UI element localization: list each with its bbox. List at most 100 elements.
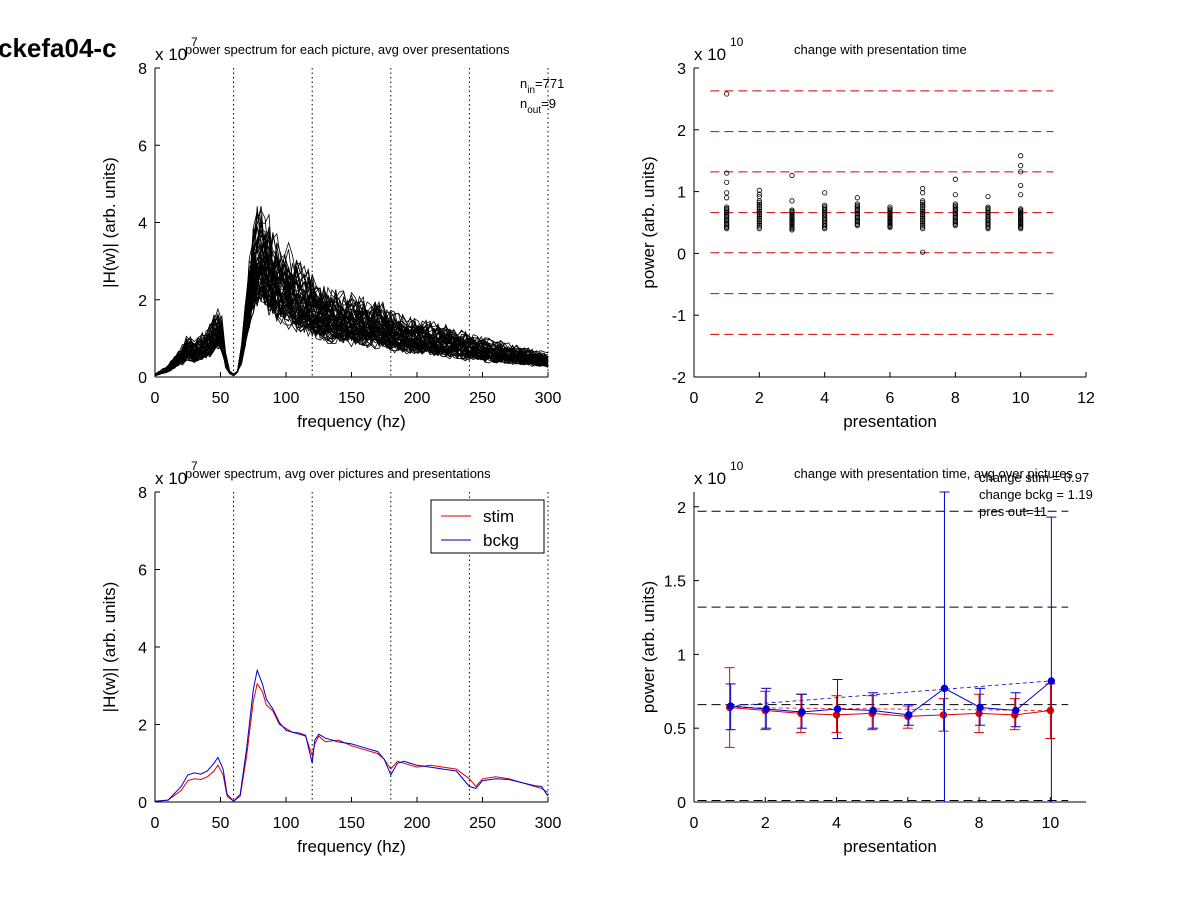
data-point bbox=[756, 213, 762, 220]
y-axis-label: |H(w)| (arb. units) bbox=[100, 582, 119, 713]
y-axis-label: power (arb. units) bbox=[639, 581, 658, 713]
data-point bbox=[887, 206, 893, 212]
data-point bbox=[920, 200, 926, 206]
x-tick-label: 0 bbox=[151, 390, 160, 407]
data-point bbox=[756, 206, 762, 213]
outlier-point bbox=[1018, 182, 1024, 189]
spectrum-line bbox=[154, 285, 549, 377]
y-tick-label: 1 bbox=[677, 647, 686, 664]
data-point bbox=[920, 222, 926, 228]
x-tick-label: 150 bbox=[338, 815, 365, 832]
outlier-point bbox=[887, 204, 893, 210]
data-point bbox=[920, 201, 926, 207]
data-point-bckg bbox=[798, 708, 806, 716]
outlier-point bbox=[952, 176, 958, 182]
spectrum-line bbox=[154, 205, 549, 376]
data-point bbox=[756, 203, 762, 209]
outlier-point bbox=[724, 91, 730, 97]
y-axis-label: power (arb. units) bbox=[639, 156, 658, 288]
data-point-bckg bbox=[905, 711, 913, 719]
data-point bbox=[756, 222, 762, 228]
outlier-point bbox=[920, 249, 926, 255]
data-point bbox=[920, 212, 926, 218]
data-point-bckg bbox=[1047, 677, 1056, 685]
axis-exponent-power: 10 bbox=[730, 35, 744, 49]
x-axis-label: presentation bbox=[843, 837, 937, 856]
outlier-point bbox=[920, 190, 926, 196]
outlier-point bbox=[985, 193, 991, 200]
data-point-bckg bbox=[833, 705, 842, 713]
data-point bbox=[756, 220, 762, 227]
data-point-bckg bbox=[726, 702, 735, 710]
data-point bbox=[756, 210, 762, 216]
data-point bbox=[1018, 206, 1024, 212]
x-tick-label: 200 bbox=[404, 390, 431, 407]
y-tick-label: 1.5 bbox=[664, 574, 686, 591]
data-point bbox=[920, 213, 926, 220]
x-tick-label: 12 bbox=[1077, 390, 1095, 407]
series-line-bckg bbox=[154, 668, 549, 802]
x-tick-label: 250 bbox=[469, 390, 496, 407]
y-tick-label: 1 bbox=[677, 185, 686, 202]
data-point-bckg bbox=[762, 705, 770, 713]
x-tick-label: 0 bbox=[690, 815, 699, 832]
y-tick-label: 2 bbox=[677, 123, 686, 140]
axis-exponent-label: x 10 bbox=[155, 45, 187, 64]
outlier-point bbox=[952, 192, 958, 198]
y-axis-label: |H(w)| (arb. units) bbox=[100, 157, 119, 288]
outlier-point bbox=[822, 190, 828, 196]
data-point bbox=[920, 219, 926, 225]
data-point bbox=[920, 206, 926, 213]
data-point bbox=[920, 220, 926, 227]
x-tick-label: 4 bbox=[832, 815, 841, 832]
axis-exponent-power: 7 bbox=[191, 35, 198, 49]
data-point bbox=[920, 208, 926, 214]
outlier-point bbox=[1018, 169, 1024, 175]
y-tick-label: 0 bbox=[677, 795, 686, 812]
data-point bbox=[822, 204, 828, 210]
n-annotation: nin=771 bbox=[520, 76, 564, 96]
x-tick-label: 150 bbox=[338, 390, 365, 407]
data-point-stim bbox=[939, 711, 948, 719]
y-tick-label: 3 bbox=[677, 61, 686, 78]
spectrum-line bbox=[154, 282, 549, 377]
plot-change-avg-over-pictures: 0 2 4 6 8 10 0 0.5 1 1.5 2 presentation power (arb. … bbox=[639, 459, 1093, 856]
series-line-stim bbox=[154, 682, 549, 802]
x-tick-label: 6 bbox=[903, 815, 912, 832]
y-tick-label: 8 bbox=[138, 485, 147, 502]
data-point-bckg bbox=[1012, 706, 1020, 715]
data-point-stim bbox=[832, 711, 841, 719]
y-tick-label: 4 bbox=[138, 216, 147, 233]
chart-title: change with presentation time, avg over … bbox=[794, 466, 1073, 481]
axis-exponent-label: x 10 bbox=[694, 469, 726, 488]
x-tick-label: 0 bbox=[690, 390, 699, 407]
n-annotation: nout=9 bbox=[520, 96, 556, 116]
outlier-point bbox=[789, 198, 795, 204]
plot-spectrum-avg: 0 50 100 150 200 250 300 0 2 4 6 8 frequency (hz) |H(… bbox=[100, 459, 561, 856]
data-point-stim bbox=[975, 709, 983, 718]
y-tick-label: 8 bbox=[138, 61, 147, 78]
outlier-point bbox=[1018, 153, 1024, 159]
y-tick-label: 0.5 bbox=[664, 721, 686, 738]
axis-exponent-label: x 10 bbox=[155, 469, 187, 488]
data-point bbox=[920, 217, 926, 223]
data-point bbox=[756, 201, 762, 207]
y-tick-label: 2 bbox=[138, 718, 147, 735]
data-point-bckg bbox=[976, 703, 984, 712]
data-point bbox=[920, 226, 926, 232]
outlier-point bbox=[756, 187, 762, 193]
outlier-point bbox=[1018, 163, 1024, 169]
x-tick-label: 2 bbox=[761, 815, 770, 832]
y-tick-label: 0 bbox=[138, 795, 147, 812]
data-point bbox=[822, 205, 828, 211]
data-point bbox=[756, 212, 762, 218]
y-tick-label: 0 bbox=[138, 370, 147, 387]
x-axis-label: presentation bbox=[843, 412, 937, 431]
x-tick-label: 300 bbox=[535, 815, 562, 832]
data-point bbox=[920, 210, 926, 216]
x-tick-label: 100 bbox=[273, 815, 300, 832]
y-tick-label: 2 bbox=[138, 293, 147, 310]
y-tick-label: 6 bbox=[138, 563, 147, 580]
outlier-point bbox=[756, 191, 762, 197]
